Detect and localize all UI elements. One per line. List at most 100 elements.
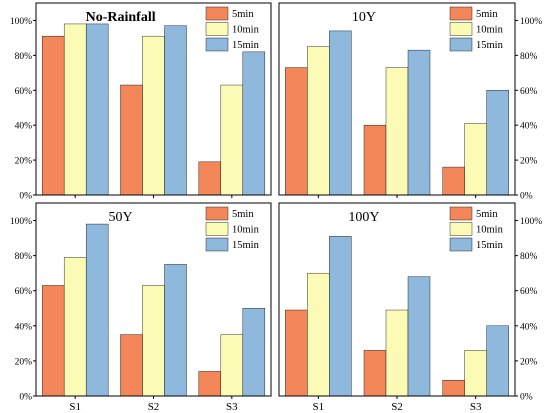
legend: 5min 10min 15min <box>449 206 504 252</box>
y-tick-label: 0% <box>520 192 533 202</box>
legend-swatch-15min <box>205 37 229 52</box>
y-tick-label: 20% <box>15 157 33 167</box>
panel-title: 50Y <box>109 210 133 225</box>
bar-s1-10min <box>307 46 330 196</box>
bar-s1-5min <box>41 285 65 397</box>
y-tick-label: 20% <box>15 357 33 367</box>
legend-swatch-10min <box>205 222 229 236</box>
x-tick-label-s3: S3 <box>226 401 238 413</box>
bar-s3-5min <box>442 380 465 397</box>
bar-s1-10min <box>63 257 87 397</box>
bar-s2-5min <box>363 124 387 196</box>
bar-s3-10min <box>464 123 487 196</box>
legend-label-10min: 10min <box>232 25 260 36</box>
legend-label-15min: 15min <box>476 240 504 251</box>
bar-s2-15min <box>164 264 187 397</box>
y-tick-label: 60% <box>520 287 538 297</box>
y-tick-label: 20% <box>520 157 538 167</box>
panel-50y: S1 S2 S3 0% 20% 40% 60% 80% 100% 50Y 5min 10min 15mi… <box>10 202 272 413</box>
y-tick-label: 0% <box>520 393 533 403</box>
bar-s3-15min <box>486 90 509 196</box>
y-tick-label: 80% <box>520 252 538 262</box>
bar-s3-5min <box>198 161 222 196</box>
y-tick-label: 40% <box>15 322 33 332</box>
x-tick-label-s2: S2 <box>391 401 403 413</box>
x-tick-label-s3: S3 <box>470 401 482 413</box>
bar-s2-10min <box>142 285 165 397</box>
bar-s2-5min <box>363 350 387 397</box>
bar-s2-15min <box>407 276 431 397</box>
y-tick-label: 40% <box>520 322 538 332</box>
y-tick-label: 40% <box>520 122 538 132</box>
bar-s2-5min <box>120 334 143 397</box>
panel-frame <box>35 202 272 397</box>
bar-s1-5min <box>285 67 308 196</box>
legend-label-5min: 5min <box>476 9 498 20</box>
bar-s3-10min <box>464 350 487 397</box>
y-tick-label: 60% <box>15 87 33 97</box>
y-tick-label: 100% <box>520 17 542 27</box>
legend-swatch-5min <box>449 206 473 221</box>
bar-s2-10min <box>142 35 165 196</box>
bar-s3-15min <box>242 51 266 196</box>
x-tick-label-s1: S1 <box>313 401 325 413</box>
panel-title: No-Rainfall <box>86 10 156 25</box>
bar-s3-10min <box>220 84 244 196</box>
panel-frame <box>278 2 516 196</box>
bar-s1-15min <box>85 223 109 397</box>
legend-label-15min: 15min <box>476 40 504 51</box>
y-tick-label: 60% <box>520 87 538 97</box>
legend: 5min 10min 15min <box>205 6 260 52</box>
bar-s2-10min <box>385 67 409 196</box>
y-tick-label: 100% <box>10 17 32 27</box>
y-tick-label: 0% <box>19 192 32 202</box>
legend-swatch-5min <box>449 6 473 21</box>
y-tick-label: 0% <box>19 393 32 403</box>
legend-swatch-15min <box>449 237 473 252</box>
legend: 5min 10min 15min <box>205 206 260 252</box>
legend-label-5min: 5min <box>476 209 498 220</box>
x-tick-label-s1: S1 <box>69 401 81 413</box>
panel-title: 10Y <box>352 10 376 25</box>
y-tick-label: 20% <box>520 357 538 367</box>
bar-s1-15min <box>85 23 109 196</box>
panel-frame <box>35 2 272 196</box>
bar-s3-10min <box>220 334 244 397</box>
bar-s1-10min <box>307 272 330 397</box>
bar-s3-5min <box>442 166 465 196</box>
legend-swatch-10min <box>449 22 473 36</box>
panel-title: 100Y <box>348 210 379 225</box>
legend: 5min 10min 15min <box>449 6 504 52</box>
y-tick-label: 60% <box>15 287 33 297</box>
legend-swatch-5min <box>205 6 229 21</box>
bar-s2-10min <box>385 309 409 397</box>
panel-no-rainfall: 0% 20% 40% 60% 80% 100% No-Rainfall 5min 10min 15… <box>10 2 272 202</box>
y-tick-label: 80% <box>520 52 538 62</box>
bar-s1-5min <box>41 35 65 196</box>
legend-label-5min: 5min <box>232 9 254 20</box>
legend-label-15min: 15min <box>232 240 260 251</box>
bar-s2-15min <box>407 49 431 196</box>
bar-s3-15min <box>486 325 509 397</box>
legend-swatch-10min <box>205 22 229 36</box>
bar-s3-15min <box>242 308 266 397</box>
bar-s1-15min <box>329 236 352 397</box>
y-tick-label: 40% <box>15 122 33 132</box>
legend-swatch-10min <box>449 222 473 236</box>
panel-frame <box>278 202 516 397</box>
panel-100y: S1 S2 S3 0% 20% 40% 60% 80% 100% 100Y 5min 10min 15m… <box>278 202 542 413</box>
legend-swatch-15min <box>205 237 229 252</box>
legend-label-10min: 10min <box>476 25 504 36</box>
bar-s3-5min <box>198 371 222 397</box>
x-tick-label-s2: S2 <box>148 401 160 413</box>
y-tick-label: 80% <box>15 52 33 62</box>
legend-swatch-5min <box>205 206 229 221</box>
bar-s1-10min <box>63 23 87 196</box>
bar-s2-5min <box>120 84 143 196</box>
bar-s1-15min <box>329 30 352 196</box>
legend-swatch-15min <box>449 37 473 52</box>
bar-s2-15min <box>164 25 187 196</box>
y-tick-label: 100% <box>520 217 542 227</box>
bar-s1-5min <box>285 309 308 397</box>
